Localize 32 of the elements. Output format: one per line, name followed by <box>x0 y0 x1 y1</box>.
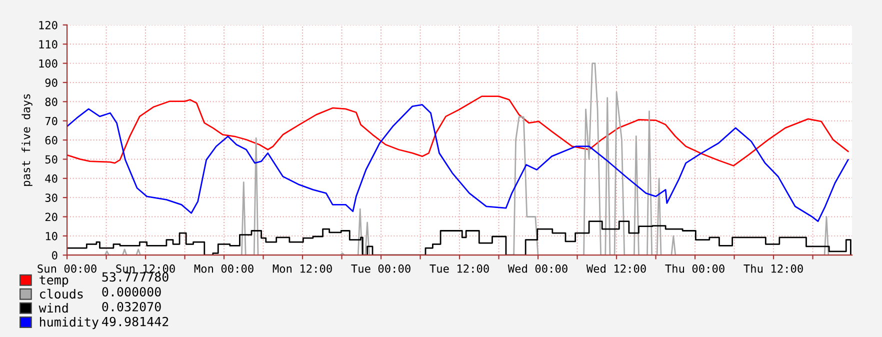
text: 0.032070 <box>102 302 161 312</box>
x-tick-label: Sun 12:00 <box>116 264 175 273</box>
x-tick-label: Tue 00:00 <box>351 264 410 273</box>
x-tick-label: Mon 00:00 <box>194 264 254 273</box>
y-tick-label: 110 <box>39 40 58 49</box>
legend-label: clouds <box>40 288 83 299</box>
y-tick-label: 90 <box>45 78 58 87</box>
y-axis-title: past five days <box>22 94 32 186</box>
y-tick-label: 0 <box>52 251 58 260</box>
y-tick-label: 120 <box>39 20 58 30</box>
y-tick-label: 50 <box>45 155 58 164</box>
y-tick-label: 70 <box>45 116 58 126</box>
x-tick-label: Mon 12:00 <box>272 264 332 273</box>
y-tick-label: 40 <box>45 174 58 183</box>
legend-label: humidity <box>40 317 99 330</box>
text: 49.981442 <box>102 316 168 326</box>
legend-label: temp <box>40 276 68 288</box>
y-tick-label: 80 <box>45 98 58 106</box>
y-tick-label: 20 <box>45 212 58 222</box>
y-tick-label: 60 <box>45 136 58 144</box>
text: 0.000000 <box>102 287 161 297</box>
x-tick-label: Wed 00:00 <box>508 264 568 273</box>
y-tick-label: 10 <box>46 232 58 240</box>
x-tick-label: Sun 00:00 <box>38 264 96 273</box>
y-tick-label: 100 <box>39 59 58 68</box>
legend-label: wind <box>38 302 68 313</box>
y-tick-label: 30 <box>45 194 58 202</box>
text: 53.777780 <box>102 272 168 282</box>
x-tick-label: Tue 12:00 <box>430 264 489 273</box>
x-tick-label: Thu 00:00 <box>665 264 724 273</box>
x-tick-label: Thu 12:00 <box>744 264 803 273</box>
x-tick-label: Wed 12:00 <box>586 264 646 273</box>
